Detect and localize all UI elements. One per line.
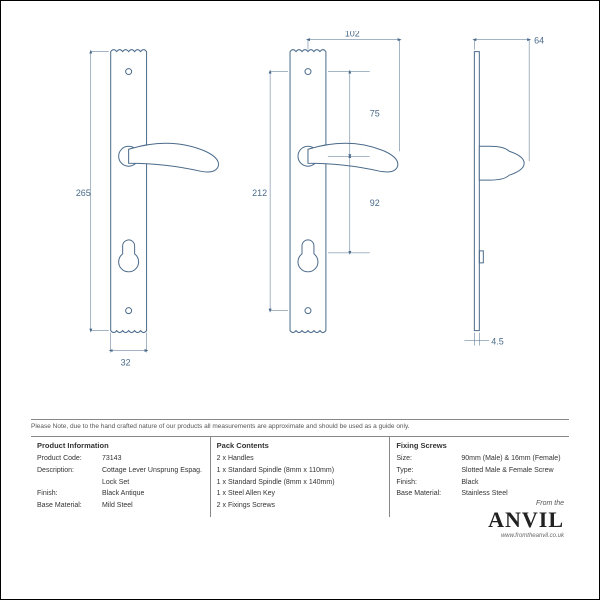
fs-finish-value: Black — [461, 478, 563, 488]
product-information-column: Product Information Product Code:73143 D… — [31, 437, 211, 517]
dim-lock-zone: 212 — [252, 188, 267, 198]
material-label: Base Material: — [37, 501, 102, 511]
dim-lever-to-top: 75 — [370, 108, 380, 118]
material-value: Mild Steel — [102, 501, 204, 511]
pack-contents-column: Pack Contents 2 x Handles 1 x Standard S… — [211, 437, 391, 517]
dim-lever-reach: 102 — [345, 31, 360, 39]
fs-size-label: Size: — [396, 454, 461, 464]
fs-material-value: Stainless Steel — [461, 489, 563, 499]
code-label: Product Code: — [37, 454, 102, 464]
desc-value-1: Cottage Lever Unsprung Espag. — [102, 466, 204, 476]
dim-plate-height: 265 — [76, 188, 91, 198]
code-value: 73143 — [102, 454, 204, 464]
dim-side-depth: 64 — [534, 36, 544, 46]
logo-tagline: From the — [488, 500, 564, 507]
logo-main: ANVIL — [488, 507, 564, 533]
finish-label: Finish: — [37, 489, 102, 499]
logo-url: www.fromtheanvil.co.uk — [488, 533, 564, 539]
dim-lever-to-lock: 92 — [370, 198, 380, 208]
pack-item: 1 x Steel Allen Key — [217, 489, 384, 499]
dim-side-thickness: 4.5 — [491, 337, 503, 347]
fs-type-label: Type: — [396, 466, 461, 476]
technical-drawing: 265 32 102 212 75 92 64 4 — [31, 31, 569, 411]
fs-size-value: 90mm (Male) & 16mm (Female) — [461, 454, 563, 464]
fixing-screws-header: Fixing Screws — [396, 441, 563, 450]
finish-value: Black Antique — [102, 489, 204, 499]
dim-plate-width: 32 — [121, 357, 131, 367]
product-info-header: Product Information — [37, 441, 204, 450]
fs-material-label: Base Material: — [396, 489, 461, 499]
desc-value-2: Lock Set — [102, 478, 204, 488]
pack-item: 2 x Handles — [217, 454, 384, 464]
desc-label: Description: — [37, 466, 102, 476]
pack-item: 1 x Standard Spindle (8mm x 140mm) — [217, 478, 384, 488]
pack-contents-header: Pack Contents — [217, 441, 384, 450]
brand-logo: From the ANVIL www.fromtheanvil.co.uk — [488, 500, 564, 539]
fs-type-value: Slotted Male & Female Screw — [461, 466, 563, 476]
fs-finish-label: Finish: — [396, 478, 461, 488]
pack-item: 2 x Fixings Screws — [217, 501, 384, 511]
measurement-note: Please Note, due to the hand crafted nat… — [31, 419, 569, 430]
pack-item: 1 x Standard Spindle (8mm x 110mm) — [217, 466, 384, 476]
